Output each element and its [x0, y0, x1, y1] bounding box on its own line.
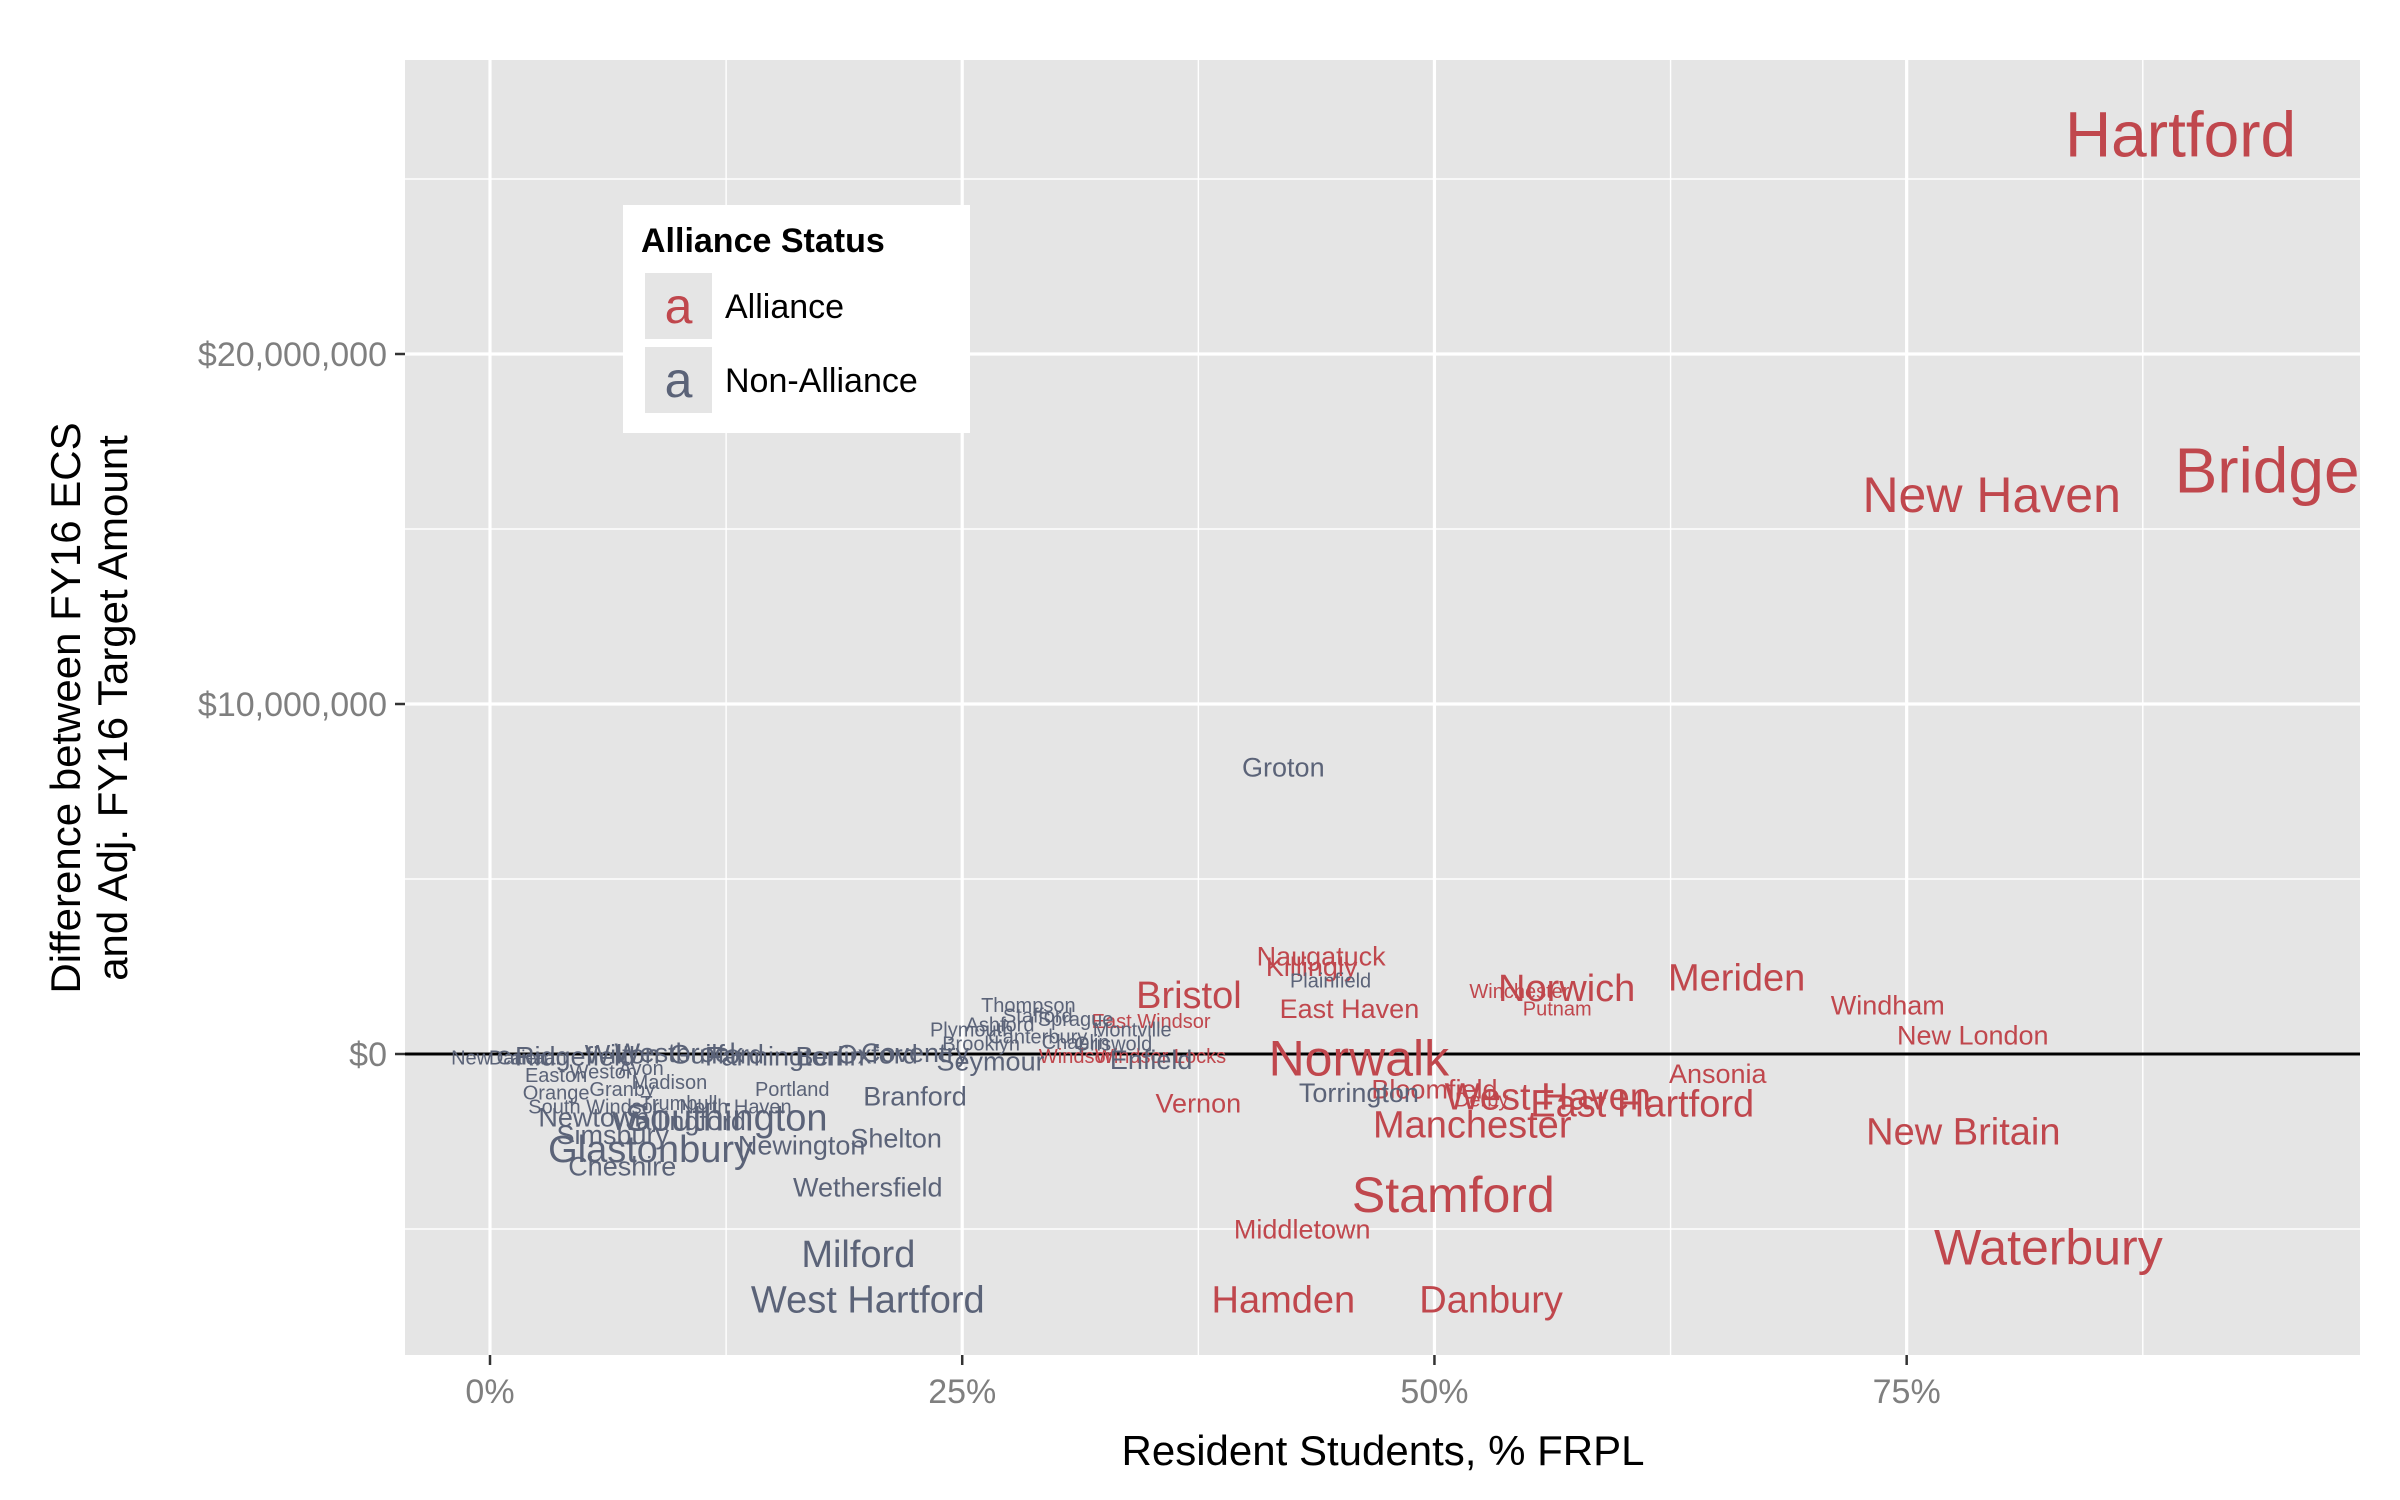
data-label-ashford: Ashford: [966, 1014, 1035, 1036]
data-label-windsor: Windsor: [1039, 1046, 1113, 1068]
data-label-avon: Avon: [618, 1058, 663, 1080]
data-label-torrington: Torrington: [1299, 1078, 1419, 1108]
data-label-bristol: Bristol: [1136, 975, 1242, 1017]
data-label-windsor-locks: Windsor Locks: [1095, 1046, 1226, 1068]
data-label-bloomfield: Bloomfield: [1371, 1075, 1497, 1105]
data-label-norwalk: Norwalk: [1269, 1031, 1451, 1087]
data-label-canterbury: Canterbury: [988, 1027, 1087, 1049]
data-label-cheshire: Cheshire: [568, 1152, 676, 1182]
data-label-wilton: Wilton: [585, 1040, 660, 1070]
legend-key-non-alliance: [645, 347, 712, 413]
data-label-windham: Windham: [1831, 991, 1945, 1021]
legend-key-glyph-alliance: a: [665, 278, 693, 334]
data-label-stamford: Stamford: [1352, 1167, 1555, 1223]
data-label-hamden: Hamden: [1212, 1280, 1356, 1322]
data-label-enfield: Enfield: [1110, 1045, 1193, 1075]
data-label-berlin: Berlin: [795, 1041, 864, 1071]
data-label-madison: Madison: [632, 1072, 708, 1094]
data-label-chaplin: Chaplin: [1042, 1032, 1110, 1054]
legend-title: Alliance Status: [641, 222, 885, 260]
data-label-east-hartford: East Hartford: [1530, 1084, 1754, 1126]
y-axis-label-line-1: Difference between FY16 ECS: [42, 422, 89, 993]
data-label-orange: Orange: [523, 1083, 590, 1105]
data-label-ridgefield: Ridgefield: [515, 1041, 635, 1071]
data-label-darien: Darien: [489, 1048, 548, 1070]
data-label-branford: Branford: [863, 1082, 967, 1112]
data-label-middletown: Middletown: [1234, 1215, 1371, 1245]
data-label-portland: Portland: [755, 1079, 830, 1101]
data-label-coventry: Coventry: [861, 1038, 970, 1068]
data-label-west-haven: West Haven: [1445, 1077, 1651, 1119]
data-label-weston: Weston: [570, 1062, 637, 1084]
data-label-hartford: Hartford: [2065, 99, 2296, 171]
data-label-montville: Montville: [1093, 1020, 1172, 1042]
data-label-bridgeport: Bridgeport: [2175, 435, 2400, 507]
y-axis-label: Difference between FY16 ECS and Adj. FY1…: [42, 422, 136, 993]
data-label-groton: Groton: [1242, 753, 1325, 783]
y-axis-label-line-2: and Adj. FY16 Target Amount: [89, 435, 136, 981]
data-labels: Hartford Bridgeport New Haven Waterbury New …: [451, 99, 2400, 1322]
data-label-putnam: Putnam: [1523, 999, 1592, 1021]
legend: Alliance Status a Alliance a Non-Allianc…: [623, 205, 970, 433]
data-label-killingly: Killingly: [1266, 952, 1358, 982]
data-label-shelton: Shelton: [850, 1124, 942, 1154]
data-label-vernon: Vernon: [1156, 1089, 1242, 1119]
data-label-southington: Southington: [625, 1098, 828, 1140]
data-label-naugatuck: Naugatuck: [1257, 942, 1387, 972]
data-label-easton: Easton: [525, 1065, 587, 1087]
data-label-sprague: Sprague: [1038, 1009, 1114, 1031]
x-tick-label: 0%: [465, 1373, 514, 1411]
y-tick-label: $0: [349, 1036, 387, 1074]
legend-key-alliance: [645, 273, 712, 339]
data-label-new-haven: New Haven: [1862, 467, 2120, 523]
data-label-manchester: Manchester: [1373, 1105, 1572, 1147]
data-label-granby: Granby: [589, 1079, 655, 1101]
data-label-winchester: Winchester: [1469, 981, 1569, 1003]
data-label-new-london: New London: [1897, 1020, 2049, 1050]
legend-key-glyph-non-alliance: a: [665, 352, 693, 408]
data-label-milford: Milford: [801, 1234, 915, 1276]
data-label-east-windsor: East Windsor: [1092, 1011, 1211, 1033]
data-label-danbury: Danbury: [1419, 1280, 1563, 1322]
data-label-plymouth: Plymouth: [930, 1020, 1013, 1042]
data-label-norwich: Norwich: [1498, 968, 1635, 1010]
data-label-north-haven: North Haven: [679, 1097, 791, 1119]
data-label-westbrook: Westbrook: [615, 1038, 744, 1068]
data-label-meriden: Meriden: [1668, 958, 1805, 1000]
data-label-ansonia: Ansonia: [1669, 1059, 1768, 1089]
data-label-oxford: Oxford: [837, 1040, 918, 1070]
data-label-simsbury: Simsbury: [557, 1120, 670, 1150]
data-label-wethersfield: Wethersfield: [793, 1173, 943, 1203]
x-tick-label: 50%: [1400, 1373, 1468, 1411]
axes: 0% 25% 50% 75% $0 $10,000,000 $20,000,000: [198, 336, 1941, 1411]
data-label-west-hartford: West Hartford: [751, 1280, 985, 1322]
data-label-thompson: Thompson: [981, 995, 1076, 1017]
data-label-seymour: Seymour: [937, 1047, 1045, 1077]
data-label-waterbury: Waterbury: [1934, 1220, 2163, 1276]
data-label-trumbull: Trumbull: [640, 1093, 717, 1115]
data-label-newington: Newington: [738, 1131, 866, 1161]
x-tick-label: 75%: [1873, 1373, 1941, 1411]
legend-label-non-alliance: Non-Alliance: [725, 362, 918, 400]
data-label-wallingford: Wallingford: [612, 1106, 746, 1136]
x-axis-label: Resident Students, % FRPL: [1122, 1427, 1645, 1474]
data-label-new-britain: New Britain: [1866, 1112, 2060, 1154]
data-label-stafford: Stafford: [1003, 1006, 1073, 1028]
data-label-griswold: Griswold: [1074, 1034, 1152, 1056]
x-tick-label: 25%: [928, 1373, 996, 1411]
data-label-derby: Derby: [1455, 1090, 1508, 1112]
data-label-east-haven: East Haven: [1280, 994, 1420, 1024]
data-label-newtown: Newtown: [538, 1103, 649, 1133]
data-label-plainfield: Plainfield: [1290, 971, 1371, 993]
data-label-new-canaan: New Canaan: [451, 1048, 567, 1070]
data-label-brooklyn: Brooklyn: [942, 1034, 1020, 1056]
data-label-guilford: Guilford: [669, 1040, 764, 1070]
legend-label-alliance: Alliance: [725, 288, 844, 326]
y-tick-label: $10,000,000: [198, 686, 387, 724]
data-label-glastonbury: Glastonbury: [548, 1129, 753, 1171]
data-label-farmington: Farmington: [705, 1041, 842, 1071]
y-tick-label: $20,000,000: [198, 336, 387, 374]
data-label-south-windsor: South Windsor: [528, 1097, 660, 1119]
